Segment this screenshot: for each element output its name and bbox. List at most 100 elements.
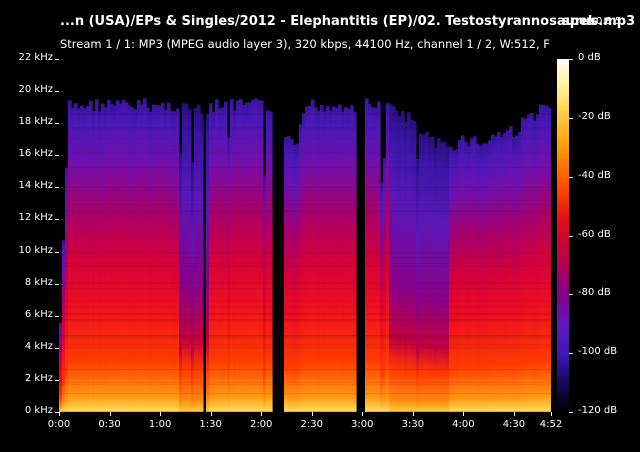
spectrogram-column: [350, 105, 354, 412]
frequency-tick-label: 14 kHz: [18, 180, 53, 192]
db-tick-label: 0 dB: [578, 52, 601, 63]
spectrogram-column: [185, 103, 189, 412]
time-tick: [210, 412, 212, 416]
spectrogram[interactable]: [59, 59, 551, 412]
spectrogram-column: [536, 113, 540, 412]
spectrogram-column: [59, 322, 63, 412]
spectral-striation: [59, 199, 551, 201]
spectral-striation: [59, 137, 551, 139]
spectrogram-column: [260, 100, 264, 412]
frequency-tick: [55, 251, 59, 253]
spectrogram-column: [365, 98, 369, 412]
spectrogram-column: [263, 175, 267, 412]
spectral-striation: [59, 368, 551, 370]
spectrogram-column: [77, 108, 81, 412]
spectrogram-column: [383, 158, 387, 412]
frequency-tick: [55, 123, 59, 125]
spectrogram-column: [230, 99, 234, 412]
spectrogram-column: [116, 100, 120, 412]
spectral-striation: [59, 314, 551, 316]
spectrogram-column: [143, 98, 147, 412]
spectral-striation: [59, 257, 551, 259]
time-tick-label: 4:30: [502, 419, 526, 430]
spectrogram-column: [215, 99, 219, 412]
spectrogram-column: [191, 162, 195, 412]
time-tick: [513, 412, 515, 416]
spectrogram-column: [209, 103, 213, 412]
spectrogram-column: [500, 136, 504, 412]
spectrogram-column: [482, 143, 486, 412]
db-tick-label: -100 dB: [578, 346, 618, 358]
spectral-striation: [59, 335, 551, 337]
spectrogram-column: [476, 143, 480, 412]
spectrogram-column: [149, 111, 153, 412]
spectrogram-column: [452, 150, 456, 412]
spectrogram-column: [248, 102, 252, 412]
spectral-striation: [59, 265, 551, 267]
spectrogram-column: [332, 106, 336, 412]
spectrogram-column: [407, 111, 411, 412]
spectrogram-column: [95, 99, 99, 412]
spectrogram-column: [173, 111, 177, 412]
time-tick-label: 3:30: [401, 419, 425, 430]
spectrogram-column: [530, 112, 534, 412]
spectrogram-column: [179, 153, 183, 412]
time-tick-label: 0:00: [47, 419, 71, 430]
spectrogram-column: [86, 106, 90, 412]
frequency-tick-label: 0 kHz: [24, 405, 53, 416]
frequency-tick-label: 16 kHz: [18, 148, 53, 160]
time-tick: [261, 412, 263, 416]
spectral-striation: [59, 113, 551, 115]
spectrogram-svg: [59, 98, 551, 412]
spectral-striation: [59, 263, 551, 265]
spectrogram-column: [542, 104, 546, 412]
spectrogram-column: [494, 136, 498, 412]
spectral-striation: [59, 338, 551, 340]
frequency-tick: [55, 379, 59, 381]
spectrogram-column: [101, 103, 105, 412]
spectrogram-column: [377, 101, 381, 412]
spectrogram-column: [458, 139, 462, 412]
spectral-striation: [59, 152, 551, 154]
time-tick-label: 0:30: [98, 419, 121, 430]
spectrogram-column: [131, 107, 135, 412]
spectrogram-column: [296, 143, 300, 412]
db-tick: [569, 235, 573, 237]
db-tick-label: -40 dB: [578, 169, 611, 181]
spectrogram-column: [410, 119, 414, 412]
spectrogram-column: [170, 110, 174, 412]
spectrogram-column: [515, 135, 519, 412]
frequency-tick: [55, 412, 59, 413]
stream-info: Stream 1 / 1: MP3 (MPEG audio layer 3), …: [60, 37, 550, 51]
spectrogram-column: [158, 105, 162, 412]
spectrogram-column: [299, 124, 303, 412]
spectrogram-column: [146, 107, 150, 412]
spectrogram-column: [425, 131, 429, 412]
spectrogram-column: [548, 107, 551, 412]
spectral-striation: [59, 336, 551, 338]
spectrogram-column: [239, 98, 243, 412]
spectral-striation: [59, 320, 551, 322]
spectral-striation: [59, 393, 551, 395]
spectrogram-column: [200, 113, 204, 412]
time-tick-label: 4:52: [539, 419, 563, 430]
spectrogram-column: [323, 111, 327, 412]
spectrogram-column: [266, 110, 270, 412]
time-tick-label: 1:30: [199, 419, 222, 430]
spectrogram-column: [218, 108, 222, 412]
spectrogram-column: [257, 99, 261, 412]
spectrogram-column: [287, 136, 291, 412]
spectrogram-column: [317, 111, 321, 412]
spectrogram-column: [302, 112, 306, 412]
spectrogram-column: [311, 99, 315, 412]
spectrogram-column: [113, 105, 117, 412]
spectrogram-column: [392, 105, 396, 412]
spectrogram-column: [521, 117, 525, 412]
spectrogram-column: [227, 137, 231, 412]
spectrogram-column: [389, 104, 393, 412]
frequency-tick: [55, 315, 59, 317]
frequency-tick: [55, 283, 59, 285]
spectral-striation: [59, 210, 551, 212]
spectrogram-column: [470, 138, 474, 412]
spectrogram-column: [167, 102, 171, 412]
